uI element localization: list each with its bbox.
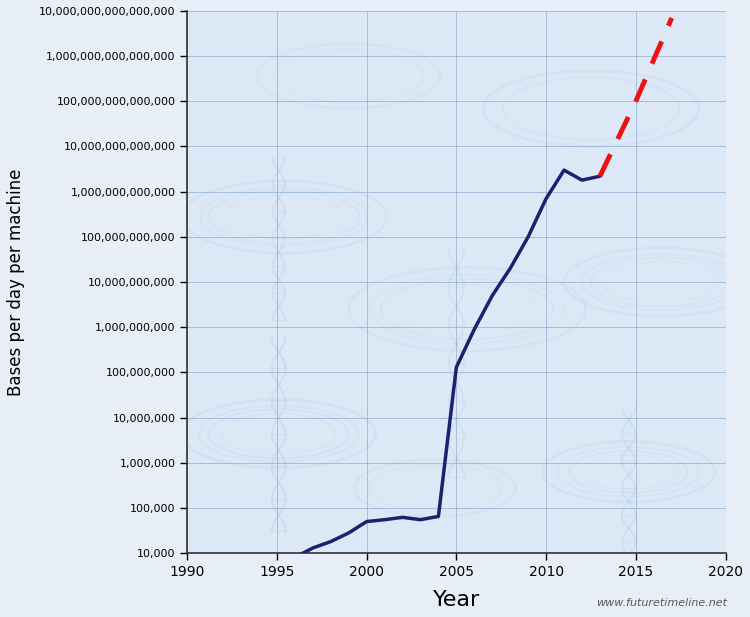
X-axis label: Year: Year	[433, 590, 480, 610]
Y-axis label: Bases per day per machine: Bases per day per machine	[7, 168, 25, 395]
Text: www.futuretimeline.net: www.futuretimeline.net	[596, 598, 728, 608]
